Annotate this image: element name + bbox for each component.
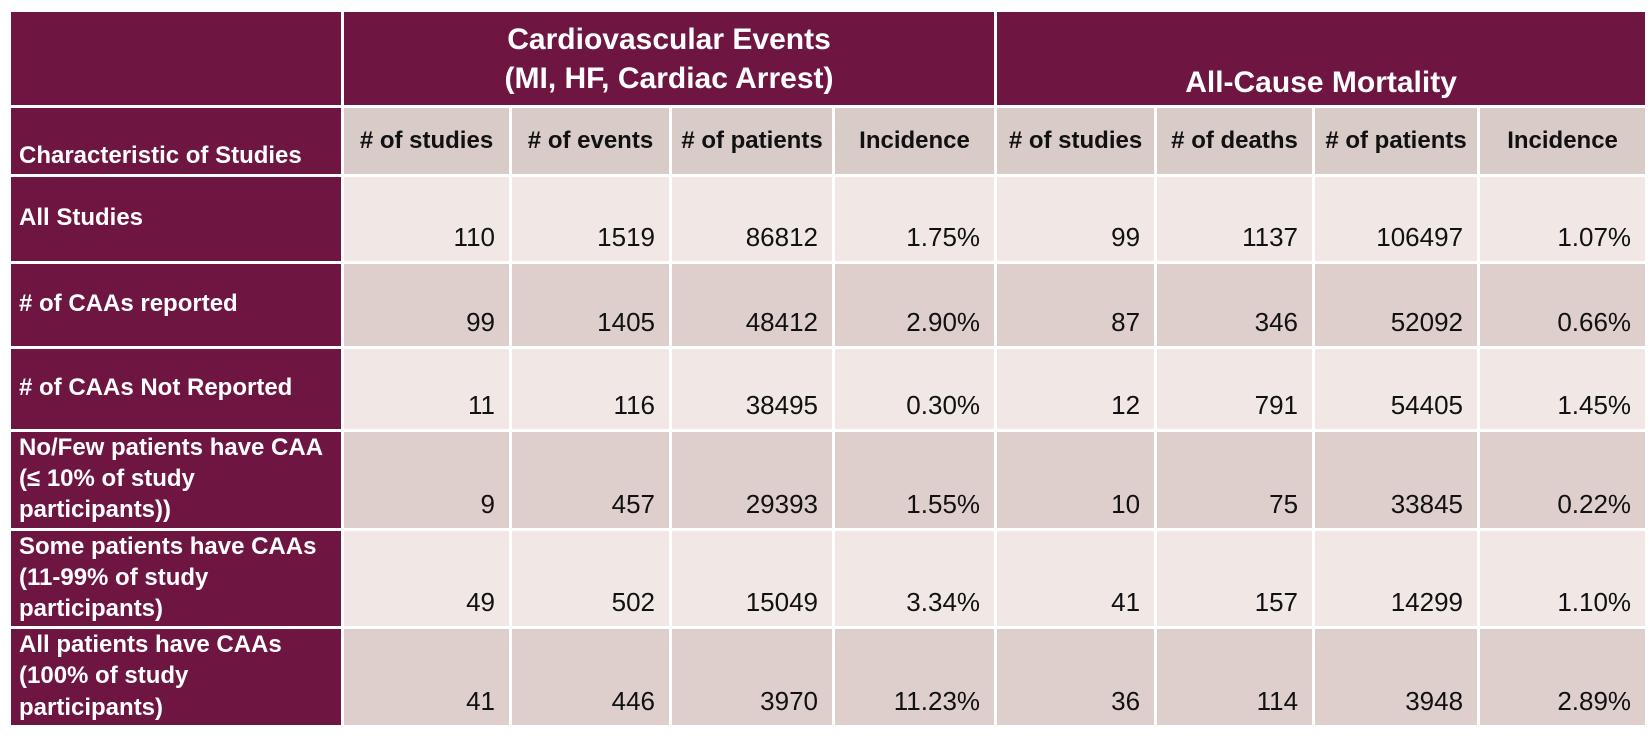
data-cell: 502 <box>512 530 669 627</box>
data-cell: 116 <box>512 349 669 429</box>
data-cell: 10 <box>997 432 1155 528</box>
data-cell: 49 <box>344 530 509 627</box>
col-header-mort-incidence: Incidence <box>1480 108 1646 174</box>
col-header-cv-patients: # of patients <box>672 108 832 174</box>
table-row-no-few-patients-caa: No/Few patients have CAA (≤ 10% of study… <box>11 432 1646 528</box>
data-cell: 2.89% <box>1480 629 1646 725</box>
data-cell: 86812 <box>672 177 832 261</box>
data-cell: 1.10% <box>1480 530 1646 627</box>
col-header-cv-events: # of events <box>512 108 669 174</box>
data-cell: 11 <box>344 349 509 429</box>
data-cell: 1.07% <box>1480 177 1646 261</box>
row-label: No/Few patients have CAA (≤ 10% of study… <box>11 432 341 528</box>
col-header-mort-studies: # of studies <box>997 108 1155 174</box>
table-row-all-patients-caas: All patients have CAAs (100% of study pa… <box>11 629 1646 725</box>
data-cell: 99 <box>344 264 509 346</box>
data-cell: 1137 <box>1157 177 1313 261</box>
data-cell: 38495 <box>672 349 832 429</box>
data-cell: 0.66% <box>1480 264 1646 346</box>
data-cell: 33845 <box>1315 432 1478 528</box>
col-header-cv-studies: # of studies <box>344 108 509 174</box>
table-row-caas-not-reported: # of CAAs Not Reported 11 116 38495 0.30… <box>11 349 1646 429</box>
data-cell: 3970 <box>672 629 832 725</box>
row-label: Some patients have CAAs (11-99% of study… <box>11 530 341 627</box>
col-header-cv-incidence: Incidence <box>835 108 995 174</box>
row-label: # of CAAs reported <box>11 264 341 346</box>
col-header-mort-patients: # of patients <box>1315 108 1478 174</box>
data-cell: 3948 <box>1315 629 1478 725</box>
row-label: # of CAAs Not Reported <box>11 349 341 429</box>
data-cell: 29393 <box>672 432 832 528</box>
data-cell: 87 <box>997 264 1155 346</box>
data-cell: 9 <box>344 432 509 528</box>
data-cell: 346 <box>1157 264 1313 346</box>
data-cell: 0.30% <box>835 349 995 429</box>
row-label: All Studies <box>11 177 341 261</box>
row-label: All patients have CAAs (100% of study pa… <box>11 629 341 725</box>
study-incidence-table: Cardiovascular Events (MI, HF, Cardiac A… <box>8 9 1648 728</box>
data-cell: 0.22% <box>1480 432 1646 528</box>
data-cell: 114 <box>1157 629 1313 725</box>
data-cell: 75 <box>1157 432 1313 528</box>
data-cell: 15049 <box>672 530 832 627</box>
data-cell: 54405 <box>1315 349 1478 429</box>
table-row-all-studies: All Studies 110 1519 86812 1.75% 99 1137… <box>11 177 1646 261</box>
data-cell: 41 <box>344 629 509 725</box>
data-cell: 110 <box>344 177 509 261</box>
data-cell: 1405 <box>512 264 669 346</box>
table-row-caas-reported: # of CAAs reported 99 1405 48412 2.90% 8… <box>11 264 1646 346</box>
data-cell: 41 <box>997 530 1155 627</box>
all-cause-mortality-group-header: All-Cause Mortality <box>997 12 1646 105</box>
data-cell: 1519 <box>512 177 669 261</box>
data-cell: 457 <box>512 432 669 528</box>
row-header-characteristic: Characteristic of Studies <box>11 108 341 174</box>
slide-canvas: Cardiovascular Events (MI, HF, Cardiac A… <box>8 9 1648 728</box>
data-cell: 14299 <box>1315 530 1478 627</box>
group-header-row: Cardiovascular Events (MI, HF, Cardiac A… <box>11 12 1646 105</box>
data-cell: 11.23% <box>835 629 995 725</box>
data-cell: 52092 <box>1315 264 1478 346</box>
data-cell: 1.45% <box>1480 349 1646 429</box>
data-cell: 36 <box>997 629 1155 725</box>
cardiovascular-events-group-header: Cardiovascular Events (MI, HF, Cardiac A… <box>344 12 995 105</box>
data-cell: 791 <box>1157 349 1313 429</box>
data-cell: 2.90% <box>835 264 995 346</box>
data-cell: 48412 <box>672 264 832 346</box>
col-header-mort-deaths: # of deaths <box>1157 108 1313 174</box>
data-cell: 157 <box>1157 530 1313 627</box>
corner-cell <box>11 12 341 105</box>
column-header-row: Characteristic of Studies # of studies #… <box>11 108 1646 174</box>
data-cell: 12 <box>997 349 1155 429</box>
data-cell: 446 <box>512 629 669 725</box>
data-cell: 106497 <box>1315 177 1478 261</box>
table-row-some-patients-caas: Some patients have CAAs (11-99% of study… <box>11 530 1646 627</box>
data-cell: 1.75% <box>835 177 995 261</box>
data-cell: 3.34% <box>835 530 995 627</box>
data-cell: 1.55% <box>835 432 995 528</box>
data-cell: 99 <box>997 177 1155 261</box>
